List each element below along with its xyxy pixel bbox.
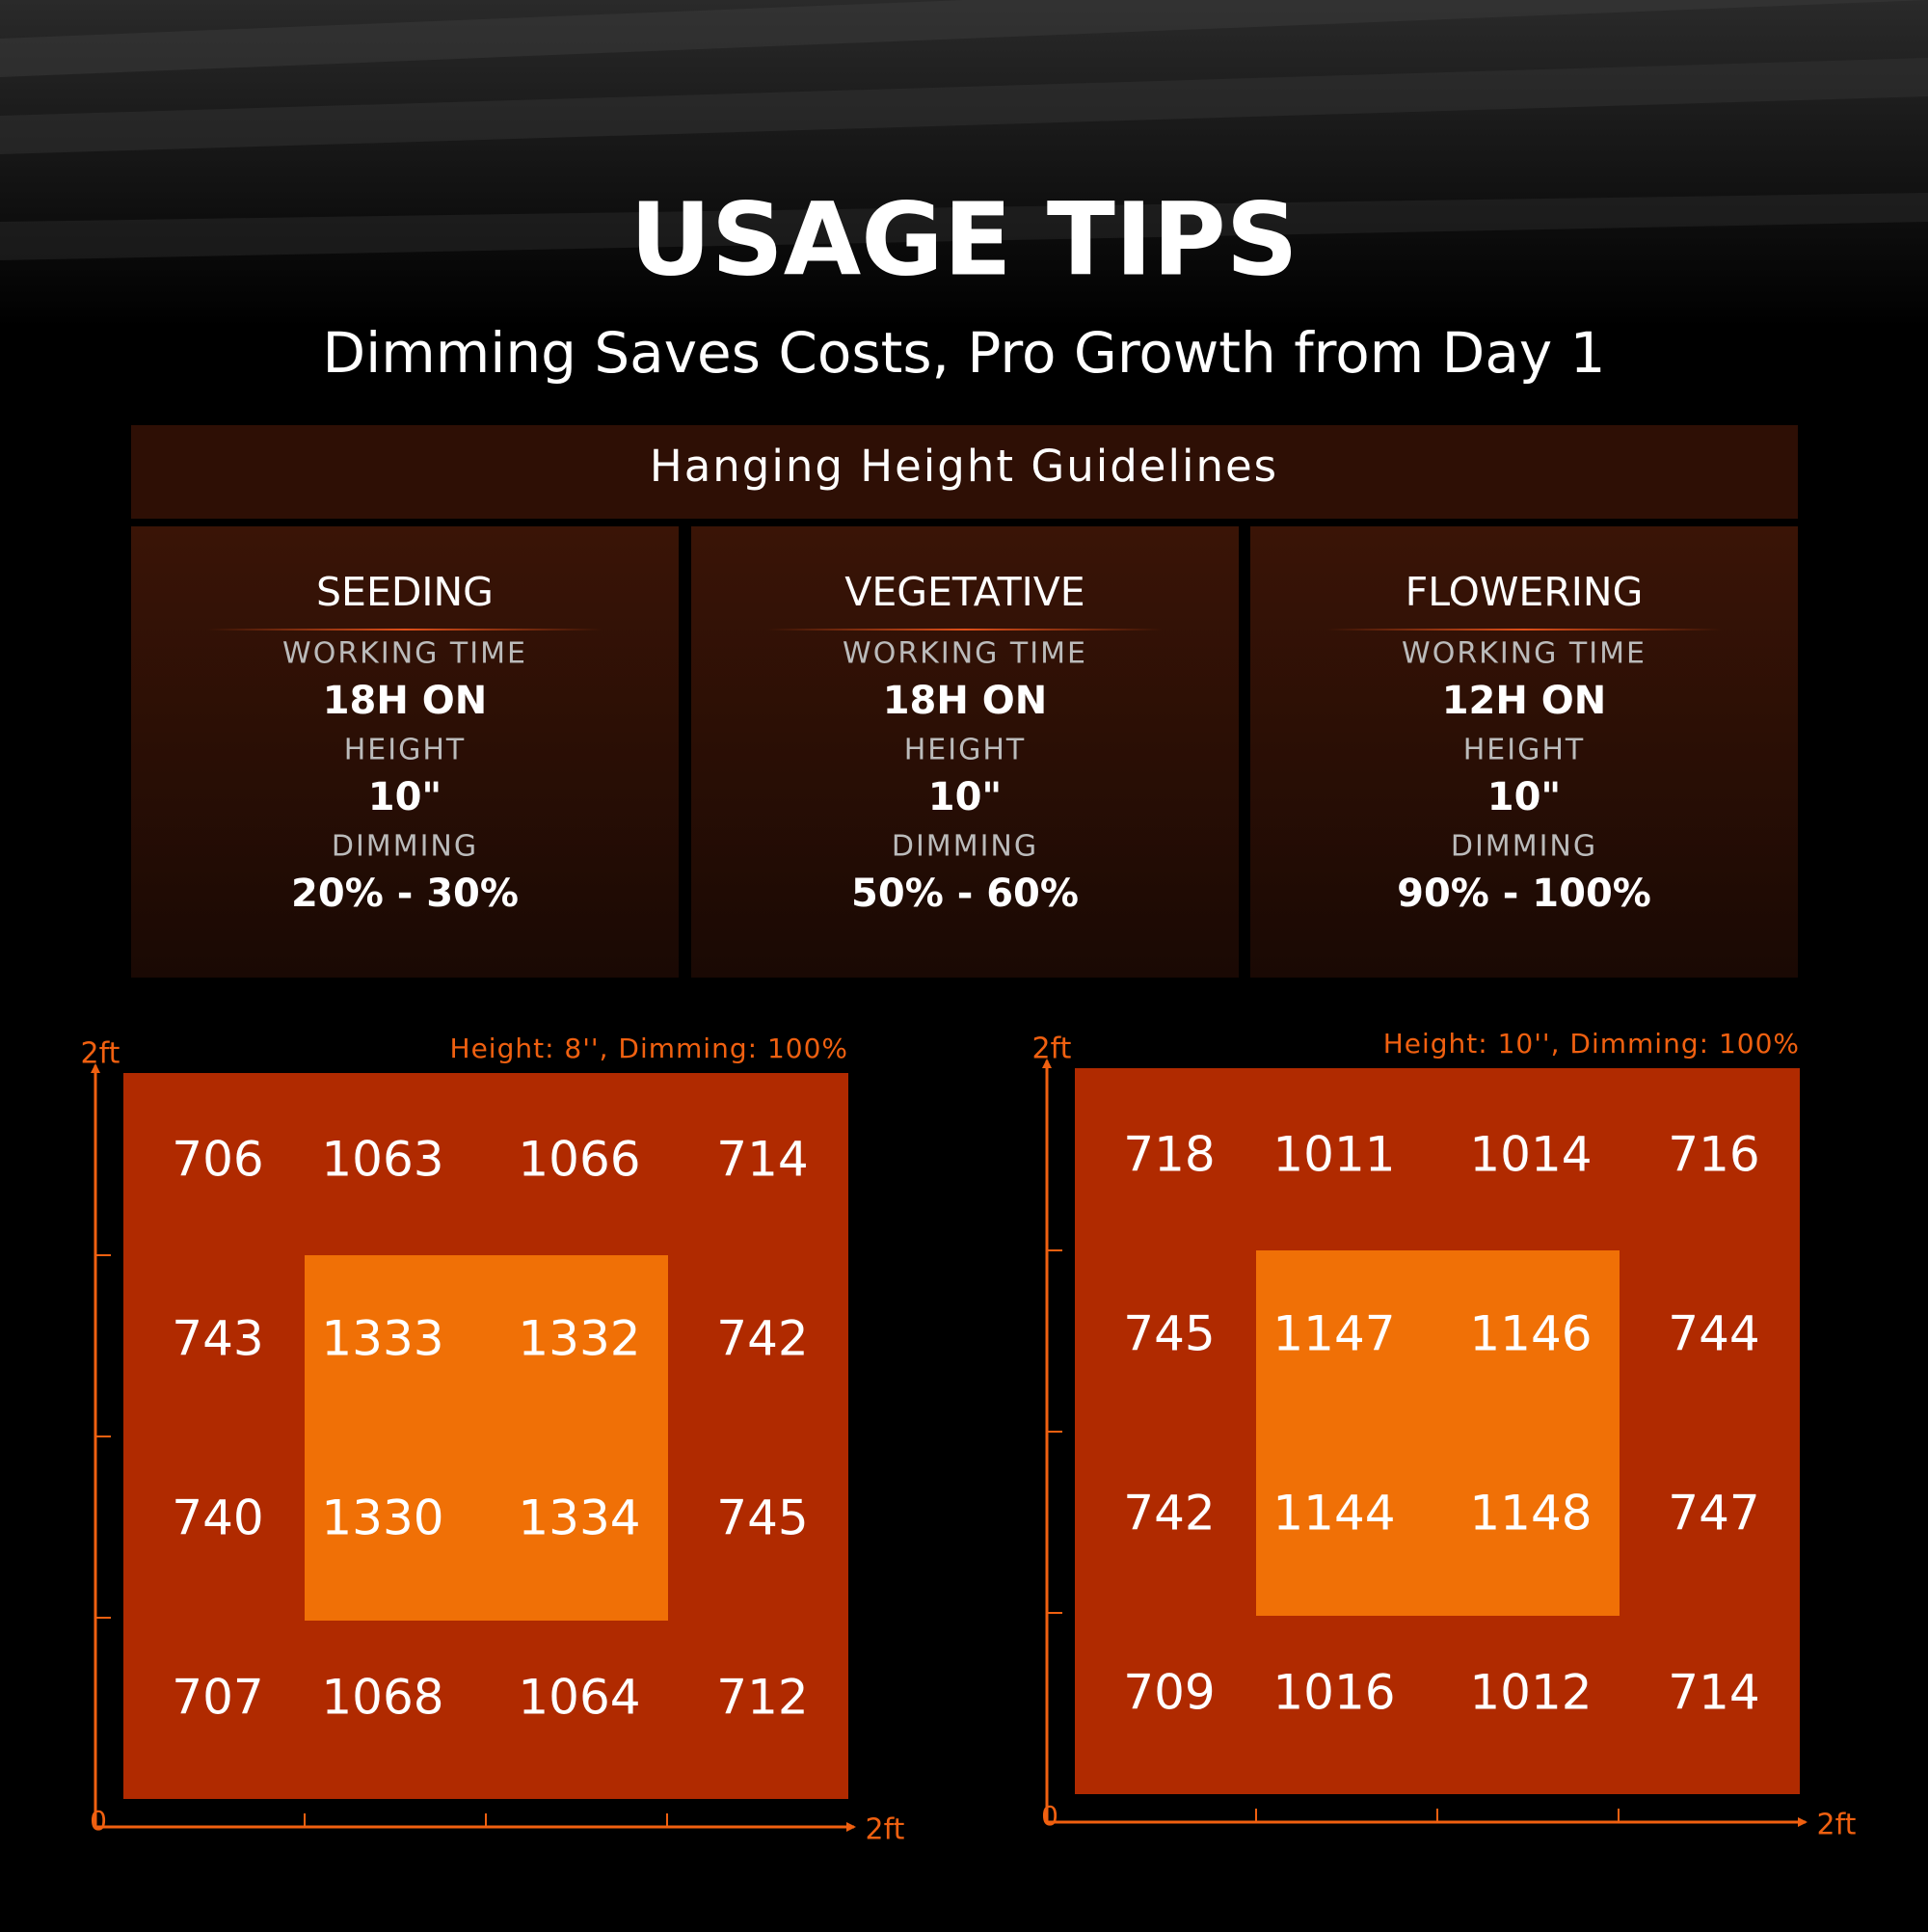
light-bars	[0, 0, 1928, 260]
y-axis-label: 2ft	[1032, 1033, 1072, 1066]
ppfd-value: 740	[172, 1490, 263, 1546]
ppfd-value: 1011	[1272, 1127, 1395, 1183]
stage-card: SEEDING WORKING TIME 18H ON HEIGHT 10" DIMMIN…	[131, 526, 679, 978]
ppfd-value: 712	[716, 1670, 808, 1726]
ppfd-value: 745	[1123, 1306, 1215, 1362]
y-axis-label: 2ft	[81, 1037, 120, 1071]
ppfd-value: 1066	[518, 1132, 640, 1188]
stage-label: WORKING TIME	[282, 637, 527, 671]
ppfd-value: 1068	[321, 1670, 443, 1726]
ppfd-value: 718	[1123, 1127, 1215, 1183]
ppfd-value: 706	[172, 1132, 263, 1188]
ppfd-value: 745	[716, 1490, 808, 1546]
ppfd-value: 1063	[321, 1132, 443, 1188]
stage-value: 90% - 100%	[1397, 872, 1651, 916]
stage-name: VEGETATIVE	[844, 569, 1084, 615]
stage-box	[691, 526, 1239, 978]
x-axis-label: 2ft	[1817, 1809, 1857, 1842]
stage-separator	[1326, 629, 1722, 631]
stage-value: 12H ON	[1442, 679, 1607, 723]
stage-value: 20% - 30%	[291, 872, 519, 916]
ppfd-value: 1012	[1469, 1665, 1592, 1721]
center-area	[305, 1255, 668, 1621]
ppfd-value: 1333	[321, 1311, 443, 1367]
ppfd-value: 1148	[1469, 1486, 1592, 1542]
stage-label: DIMMING	[892, 830, 1038, 864]
stage-card: VEGETATIVE WORKING TIME 18H ON HEIGHT 10" DIM…	[691, 526, 1239, 978]
stage-separator	[767, 629, 1163, 631]
stage-box	[1250, 526, 1798, 978]
stage-value: 50% - 60%	[851, 872, 1079, 916]
guidelines-header	[131, 425, 1798, 519]
ppfd-value: 747	[1668, 1486, 1759, 1542]
origin-label: 0	[90, 1805, 107, 1837]
stage-label: DIMMING	[1451, 830, 1597, 864]
ppfd-value: 1334	[518, 1490, 640, 1546]
ppfd-value: 743	[172, 1311, 263, 1367]
stage-label: WORKING TIME	[1402, 637, 1647, 671]
ppfd-value: 742	[716, 1311, 808, 1367]
ppfd-value: 744	[1668, 1306, 1759, 1362]
stage-value: 18H ON	[883, 679, 1048, 723]
stage-label: WORKING TIME	[843, 637, 1087, 671]
ppfd-value: 742	[1123, 1486, 1215, 1542]
maps: Height: 8'', Dimming: 100% 2ft 0 2ft 706 1063…	[81, 1028, 1857, 1847]
stage-box	[131, 526, 679, 978]
center-area	[1256, 1250, 1620, 1616]
ppfd-map: Height: 8'', Dimming: 100% 2ft 0 2ft 706 1063…	[81, 1033, 905, 1847]
x-axis-label: 2ft	[866, 1813, 905, 1847]
stage-card: FLOWERING WORKING TIME 12H ON HEIGHT 10" DIMM…	[1250, 526, 1798, 978]
ppfd-map: Height: 10'', Dimming: 100% 2ft 0 2ft 718 101…	[1032, 1028, 1857, 1842]
title: USAGE TIPS	[629, 180, 1298, 298]
ppfd-value: 1016	[1272, 1665, 1395, 1721]
stage-value: 10"	[928, 775, 1003, 819]
stage-separator	[207, 629, 602, 631]
ppfd-value: 1064	[518, 1670, 640, 1726]
ppfd-value: 1332	[518, 1311, 640, 1367]
ppfd-value: 709	[1123, 1665, 1215, 1721]
map-caption: Height: 10'', Dimming: 100%	[1383, 1028, 1800, 1060]
ppfd-value: 1147	[1272, 1306, 1395, 1362]
ppfd-value: 714	[716, 1132, 808, 1188]
map-caption: Height: 8'', Dimming: 100%	[450, 1033, 848, 1064]
ppfd-value: 1144	[1272, 1486, 1395, 1542]
stage-label: HEIGHT	[904, 734, 1027, 767]
stage-label: HEIGHT	[344, 734, 467, 767]
stage-value: 10"	[368, 775, 442, 819]
ppfd-value: 1330	[321, 1490, 443, 1546]
stage-label: DIMMING	[332, 830, 478, 864]
stages: SEEDING WORKING TIME 18H ON HEIGHT 10" DIMMIN…	[131, 526, 1798, 978]
ppfd-value: 714	[1668, 1665, 1759, 1721]
ppfd-value: 1146	[1469, 1306, 1592, 1362]
ppfd-value: 1014	[1469, 1127, 1592, 1183]
ppfd-value: 716	[1668, 1127, 1759, 1183]
stage-name: SEEDING	[316, 569, 494, 615]
subtitle: Dimming Saves Costs, Pro Growth from Day…	[322, 320, 1605, 386]
stage-label: HEIGHT	[1463, 734, 1586, 767]
origin-label: 0	[1041, 1800, 1058, 1832]
ppfd-value: 707	[172, 1670, 263, 1726]
guidelines-title: Hanging Height Guidelines	[650, 441, 1278, 492]
stage-value: 18H ON	[323, 679, 488, 723]
stage-value: 10"	[1487, 775, 1562, 819]
stage-name: FLOWERING	[1406, 569, 1644, 615]
